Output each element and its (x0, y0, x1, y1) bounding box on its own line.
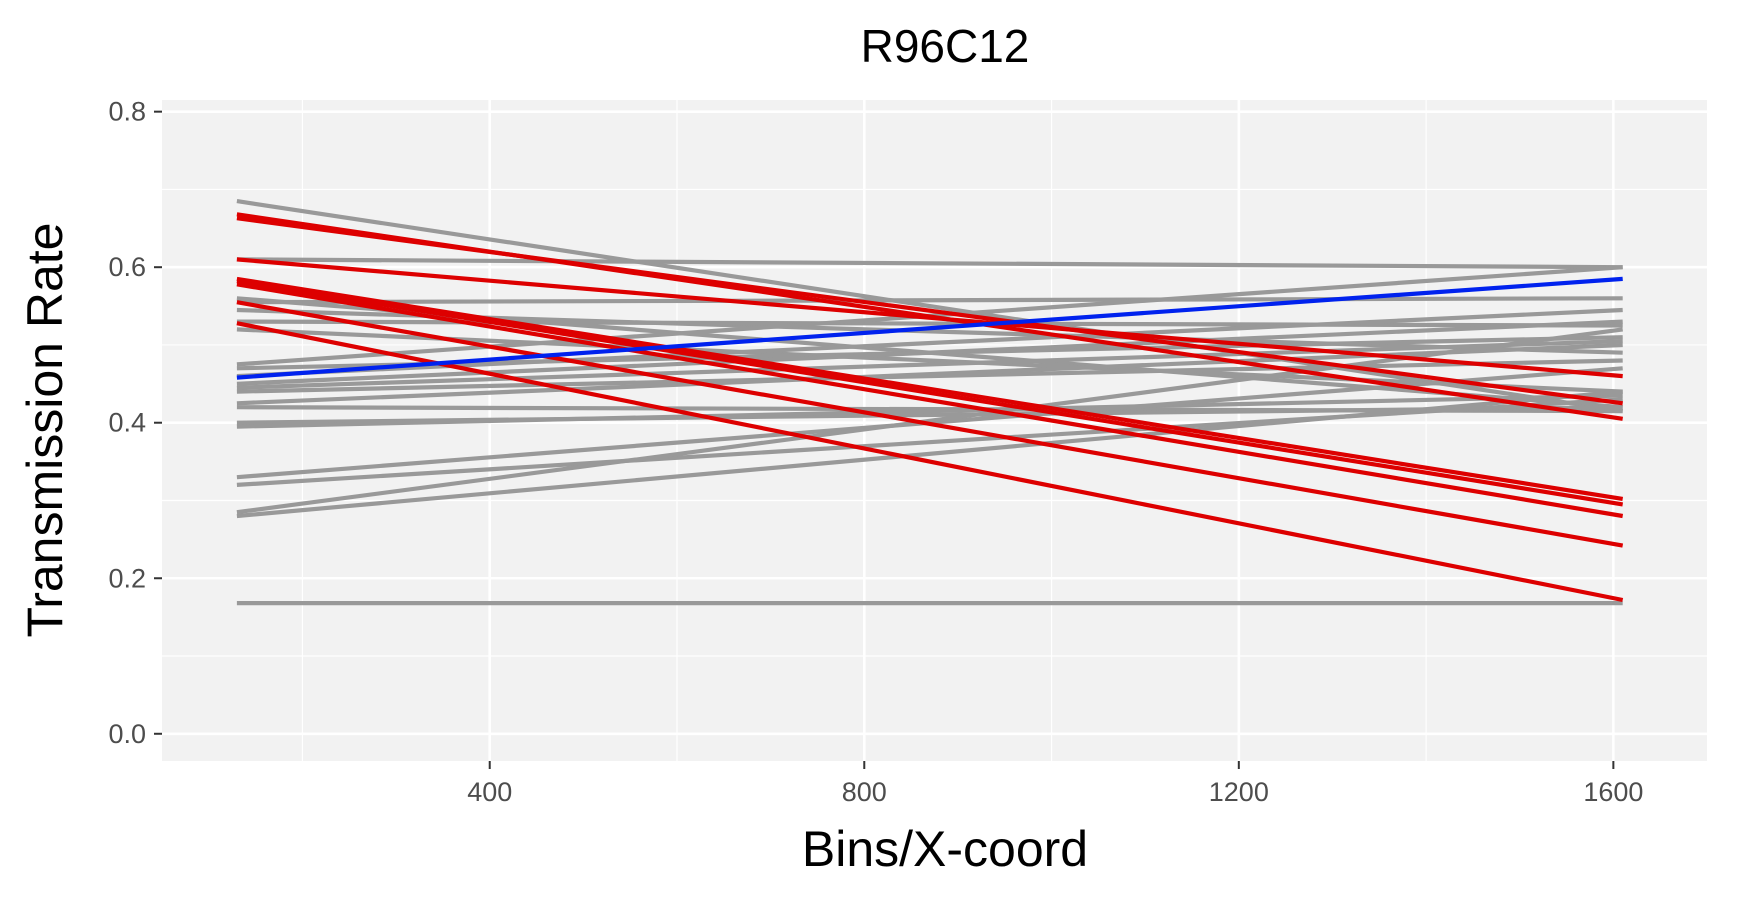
y-tick-label: 0.0 (108, 719, 146, 749)
series-line-decreasing (236, 276, 1624, 501)
series-line-neutral (236, 389, 1623, 519)
y-axis: 0.0 0.2 0.4 0.6 0.8 (108, 97, 162, 749)
series-line-neutral (236, 327, 1623, 515)
series-line-neutral (236, 319, 1623, 386)
series-line-neutral (236, 307, 1623, 379)
series-line-neutral (236, 393, 1623, 429)
y-tick-label: 0.6 (108, 252, 146, 282)
y-tick-label: 0.4 (108, 408, 146, 438)
x-tick-label: 1200 (1209, 777, 1269, 807)
series-line-decreasing (236, 279, 1624, 507)
series-line-decreasing (236, 321, 1624, 603)
y-tick-label: 0.2 (108, 563, 146, 593)
chart-title: R96C12 (861, 20, 1030, 72)
y-axis-title: Transmission Rate (17, 223, 73, 638)
plot-panel (162, 100, 1707, 761)
series-line-neutral (236, 257, 1623, 270)
x-tick-label: 400 (467, 777, 512, 807)
series-line-increasing (236, 276, 1623, 380)
x-tick-label: 1600 (1583, 777, 1643, 807)
x-axis-title: Bins/X-coord (802, 821, 1088, 877)
series-line-neutral (236, 296, 1623, 305)
x-tick-label: 800 (842, 777, 887, 807)
series-line-neutral (236, 199, 1624, 414)
x-axis: 400 800 1200 1600 (467, 761, 1643, 807)
series-line-decreasing (236, 282, 1624, 519)
series-line-neutral (236, 339, 1623, 390)
series-line-decreasing (236, 300, 1624, 548)
series-lines (236, 199, 1624, 606)
y-tick-label: 0.8 (108, 97, 146, 127)
major-gridlines (162, 100, 1707, 761)
series-line-decreasing (236, 257, 1623, 379)
series-line-decreasing (236, 216, 1623, 406)
series-line-neutral (236, 327, 1623, 394)
